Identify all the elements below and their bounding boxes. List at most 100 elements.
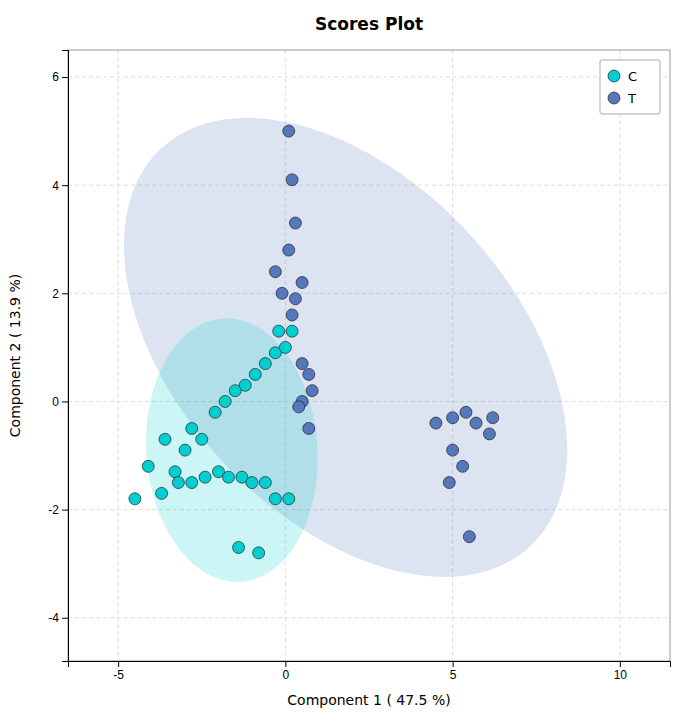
point [142,460,154,472]
point [186,477,198,489]
tick-label: 10 [614,668,628,682]
point [129,493,141,505]
point [156,487,168,499]
y-axis: -4 -2 0 2 4 6 [48,51,68,662]
point [186,422,198,434]
point [259,477,271,489]
legend-label: C [628,69,637,84]
tick: 6 [52,70,68,84]
x-axis-label: Component 1 ( 47.5 %) [287,692,450,708]
point [296,358,308,370]
plot-frame [68,50,670,661]
point [209,406,221,418]
point [306,385,318,397]
point [172,477,184,489]
point [470,417,482,429]
legend-label: T [627,91,636,106]
point [447,412,459,424]
point [289,293,301,305]
tick-mark [62,618,68,619]
point [463,531,475,543]
point [273,325,285,337]
tick-mark [118,661,119,667]
point [219,395,231,407]
point [269,493,281,505]
point [249,368,261,380]
tick: 0 [52,395,68,409]
tick-label: -2 [48,503,59,517]
y-axis-label: Component 2 ( 13.9 %) [7,274,23,437]
point [239,379,251,391]
point [443,477,455,489]
legend: CT [600,60,660,114]
point [196,433,208,445]
point [283,244,295,256]
tick-label: -5 [113,668,124,682]
axis-line [69,662,671,668]
tick-mark [453,661,454,667]
point [487,412,499,424]
marks [124,118,567,582]
point [296,277,308,289]
grid [68,50,670,661]
tick: -5 [113,661,124,682]
tick-mark [62,510,68,511]
tick: 4 [52,179,68,193]
point [283,125,295,137]
axis-line [62,51,69,662]
point [447,444,459,456]
point [253,547,265,559]
point [483,428,495,440]
tick-mark [62,401,68,402]
grid-line-y [68,617,670,618]
tick-label: 5 [450,668,457,682]
point [457,460,469,472]
tick-label: 2 [52,287,59,301]
point [303,368,315,380]
tick: 2 [52,287,68,301]
grid-line-y [68,77,670,78]
title: Scores Plot [315,14,423,34]
point [286,174,298,186]
point [246,477,258,489]
tick-mark [285,661,286,667]
point [233,541,245,553]
tick: 5 [450,661,457,682]
point [223,471,235,483]
x-axis: -5 0 5 10 [69,661,671,682]
legend-swatch [608,70,620,82]
point [286,325,298,337]
tick: 10 [614,661,628,682]
point [283,493,295,505]
tick: -2 [48,503,68,517]
point [289,217,301,229]
tick-label: 4 [52,179,59,193]
tick: -4 [48,611,68,625]
plot-area: -5 0 5 10 -4 -2 0 2 4 6 CT [48,50,670,682]
tick-label: -4 [48,611,59,625]
series-points [269,125,498,543]
tick-label: 0 [283,668,290,682]
tick-mark [62,77,68,78]
tick-mark [620,661,621,667]
point [199,471,211,483]
grid-line-x [619,50,620,661]
point [269,266,281,278]
tick-mark [62,185,68,186]
tick-label: 0 [52,395,59,409]
point [276,287,288,299]
tick: 0 [283,661,290,682]
point [179,444,191,456]
point [430,417,442,429]
point [169,466,181,478]
legend-item: C [608,69,637,84]
point [293,401,305,413]
legend-swatch [608,92,620,104]
point [159,433,171,445]
point [259,358,271,370]
point [303,422,315,434]
tick-mark [62,293,68,294]
legend-item: T [608,91,636,106]
tick-label: 6 [52,70,59,84]
point [279,341,291,353]
